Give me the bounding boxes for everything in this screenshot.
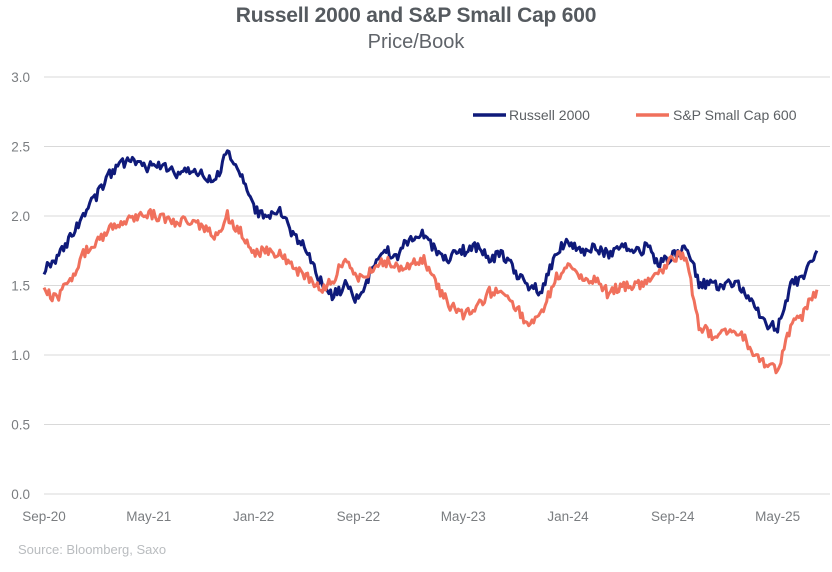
legend-label: S&P Small Cap 600 xyxy=(673,107,797,123)
series-line-russell-2000 xyxy=(42,149,819,334)
x-tick-label: Sep-20 xyxy=(22,509,66,524)
x-axis-ticks: Sep-20 May-21 Jan-22 Sep-22 May-23 Jan-24 Sep-… xyxy=(22,509,800,524)
legend-label: Russell 2000 xyxy=(509,107,590,123)
x-tick-label: Jan-22 xyxy=(233,509,274,524)
x-tick-label: Sep-22 xyxy=(337,509,381,524)
y-axis-ticks: 0.0 0.5 1.0 1.5 2.0 2.5 3.0 xyxy=(11,70,30,502)
gridlines xyxy=(44,76,830,495)
y-tick-label: 1.5 xyxy=(11,279,30,294)
y-tick-label: 2.5 xyxy=(11,140,30,155)
y-tick-label: 1.0 xyxy=(11,348,30,363)
y-tick-label: 2.0 xyxy=(11,209,30,224)
x-tick-label: May-21 xyxy=(126,509,171,524)
y-tick-label: 0.5 xyxy=(11,418,30,433)
chart-title: Russell 2000 and S&P Small Cap 600 xyxy=(235,4,597,27)
source-note: Source: Bloomberg, Saxo xyxy=(18,542,167,557)
y-tick-label: 3.0 xyxy=(11,70,30,85)
x-tick-label: Sep-24 xyxy=(651,509,695,524)
y-tick-label: 0.0 xyxy=(11,487,30,502)
chart-subtitle: Price/Book xyxy=(367,31,465,53)
series-line-sp-small-cap-600 xyxy=(42,208,819,375)
x-tick-label: May-23 xyxy=(441,509,486,524)
legend: Russell 2000 S&P Small Cap 600 xyxy=(473,107,797,123)
x-tick-label: May-25 xyxy=(755,509,800,524)
series-lines xyxy=(42,149,819,375)
x-tick-label: Jan-24 xyxy=(547,509,589,524)
